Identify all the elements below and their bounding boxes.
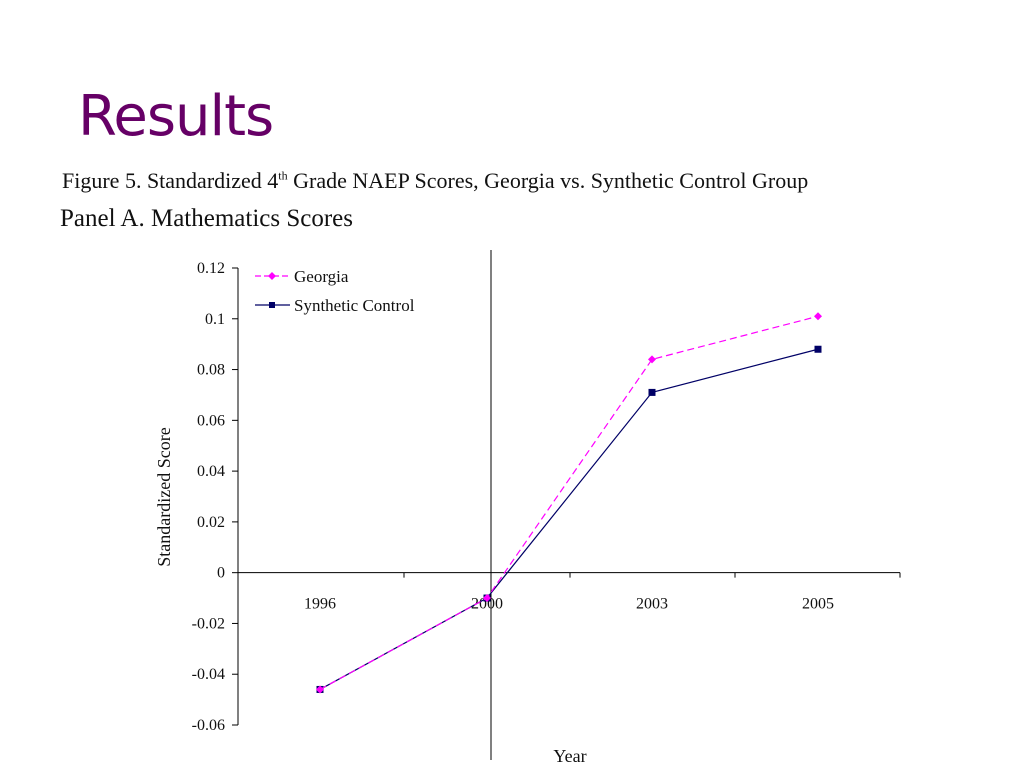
x-tick-label: 2005 [802, 596, 834, 613]
caption-suffix: Grade NAEP Scores, Georgia vs. Synthetic… [287, 168, 809, 193]
x-tick-label: 2000 [471, 596, 503, 613]
y-tick-label: 0.08 [197, 362, 225, 379]
y-axis-title: Standardized Score [154, 427, 174, 566]
y-tick-label: 0.02 [197, 514, 225, 531]
y-tick-label: 0.06 [197, 412, 225, 429]
series-line-georgia [319, 315, 819, 690]
data-point-georgia [483, 594, 491, 603]
series-line-synthetic-control [319, 348, 819, 690]
data-point-synthetic-control [814, 345, 822, 353]
data-point-synthetic-control [648, 388, 656, 396]
caption-superscript: th [278, 168, 288, 183]
y-tick-label: 0.12 [197, 260, 225, 277]
y-tick-label: 0.04 [197, 463, 225, 480]
y-tick-label: 0 [217, 565, 225, 582]
legend-marker [269, 302, 275, 308]
x-tick-label: 2003 [636, 596, 668, 613]
legend-marker [268, 272, 276, 280]
x-tick-label: 1996 [304, 596, 336, 613]
slide-title: Results [78, 84, 274, 149]
panel-title: Panel A. Mathematics Scores [60, 205, 353, 232]
y-tick-label: -0.02 [192, 615, 225, 632]
data-point-georgia [316, 685, 324, 694]
data-point-georgia [814, 312, 822, 321]
legend-label: Synthetic Control [294, 296, 415, 315]
data-point-georgia [648, 355, 656, 364]
caption-prefix: Figure 5. Standardized 4 [62, 168, 279, 193]
y-tick-label: -0.04 [192, 666, 225, 683]
figure-caption: Figure 5. Standardized 4th Grade NAEP Sc… [62, 168, 808, 194]
y-tick-label: 0.1 [205, 311, 225, 328]
x-axis-title: Year [553, 746, 586, 766]
legend-label: Georgia [294, 267, 349, 286]
y-tick-label: -0.06 [192, 717, 225, 734]
